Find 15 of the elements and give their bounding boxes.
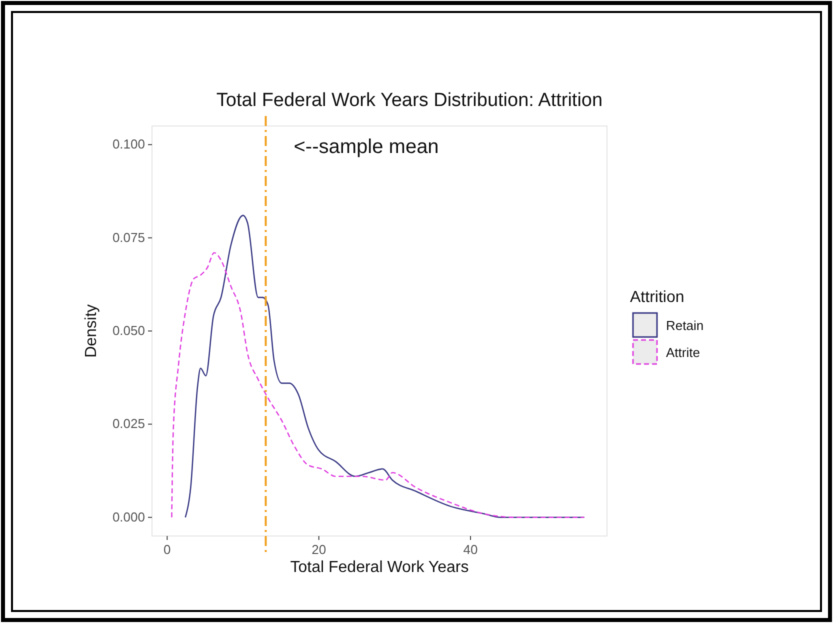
legend-title: Attrition (630, 289, 684, 306)
y-tick-label: 0.025 (112, 416, 145, 432)
x-tick-label: 20 (312, 542, 326, 557)
y-tick-label: 0.000 (112, 509, 145, 524)
chart-title: Total Federal Work Years Distribution: Attrition (216, 90, 603, 111)
y-tick-label: 0.100 (112, 136, 145, 152)
x-tick-label: 0 (164, 542, 171, 557)
x-axis-title: Total Federal Work Years (290, 559, 469, 576)
ref-line-label: <--sample mean (294, 136, 439, 158)
x-tick-label: 40 (463, 542, 478, 557)
y-axis-title: Density (83, 304, 100, 358)
y-tick-label: 0.050 (112, 323, 145, 338)
legend-label: Retain (666, 318, 704, 333)
legend-label: Attrite (666, 345, 700, 360)
y-tick-label: 0.075 (112, 230, 145, 245)
